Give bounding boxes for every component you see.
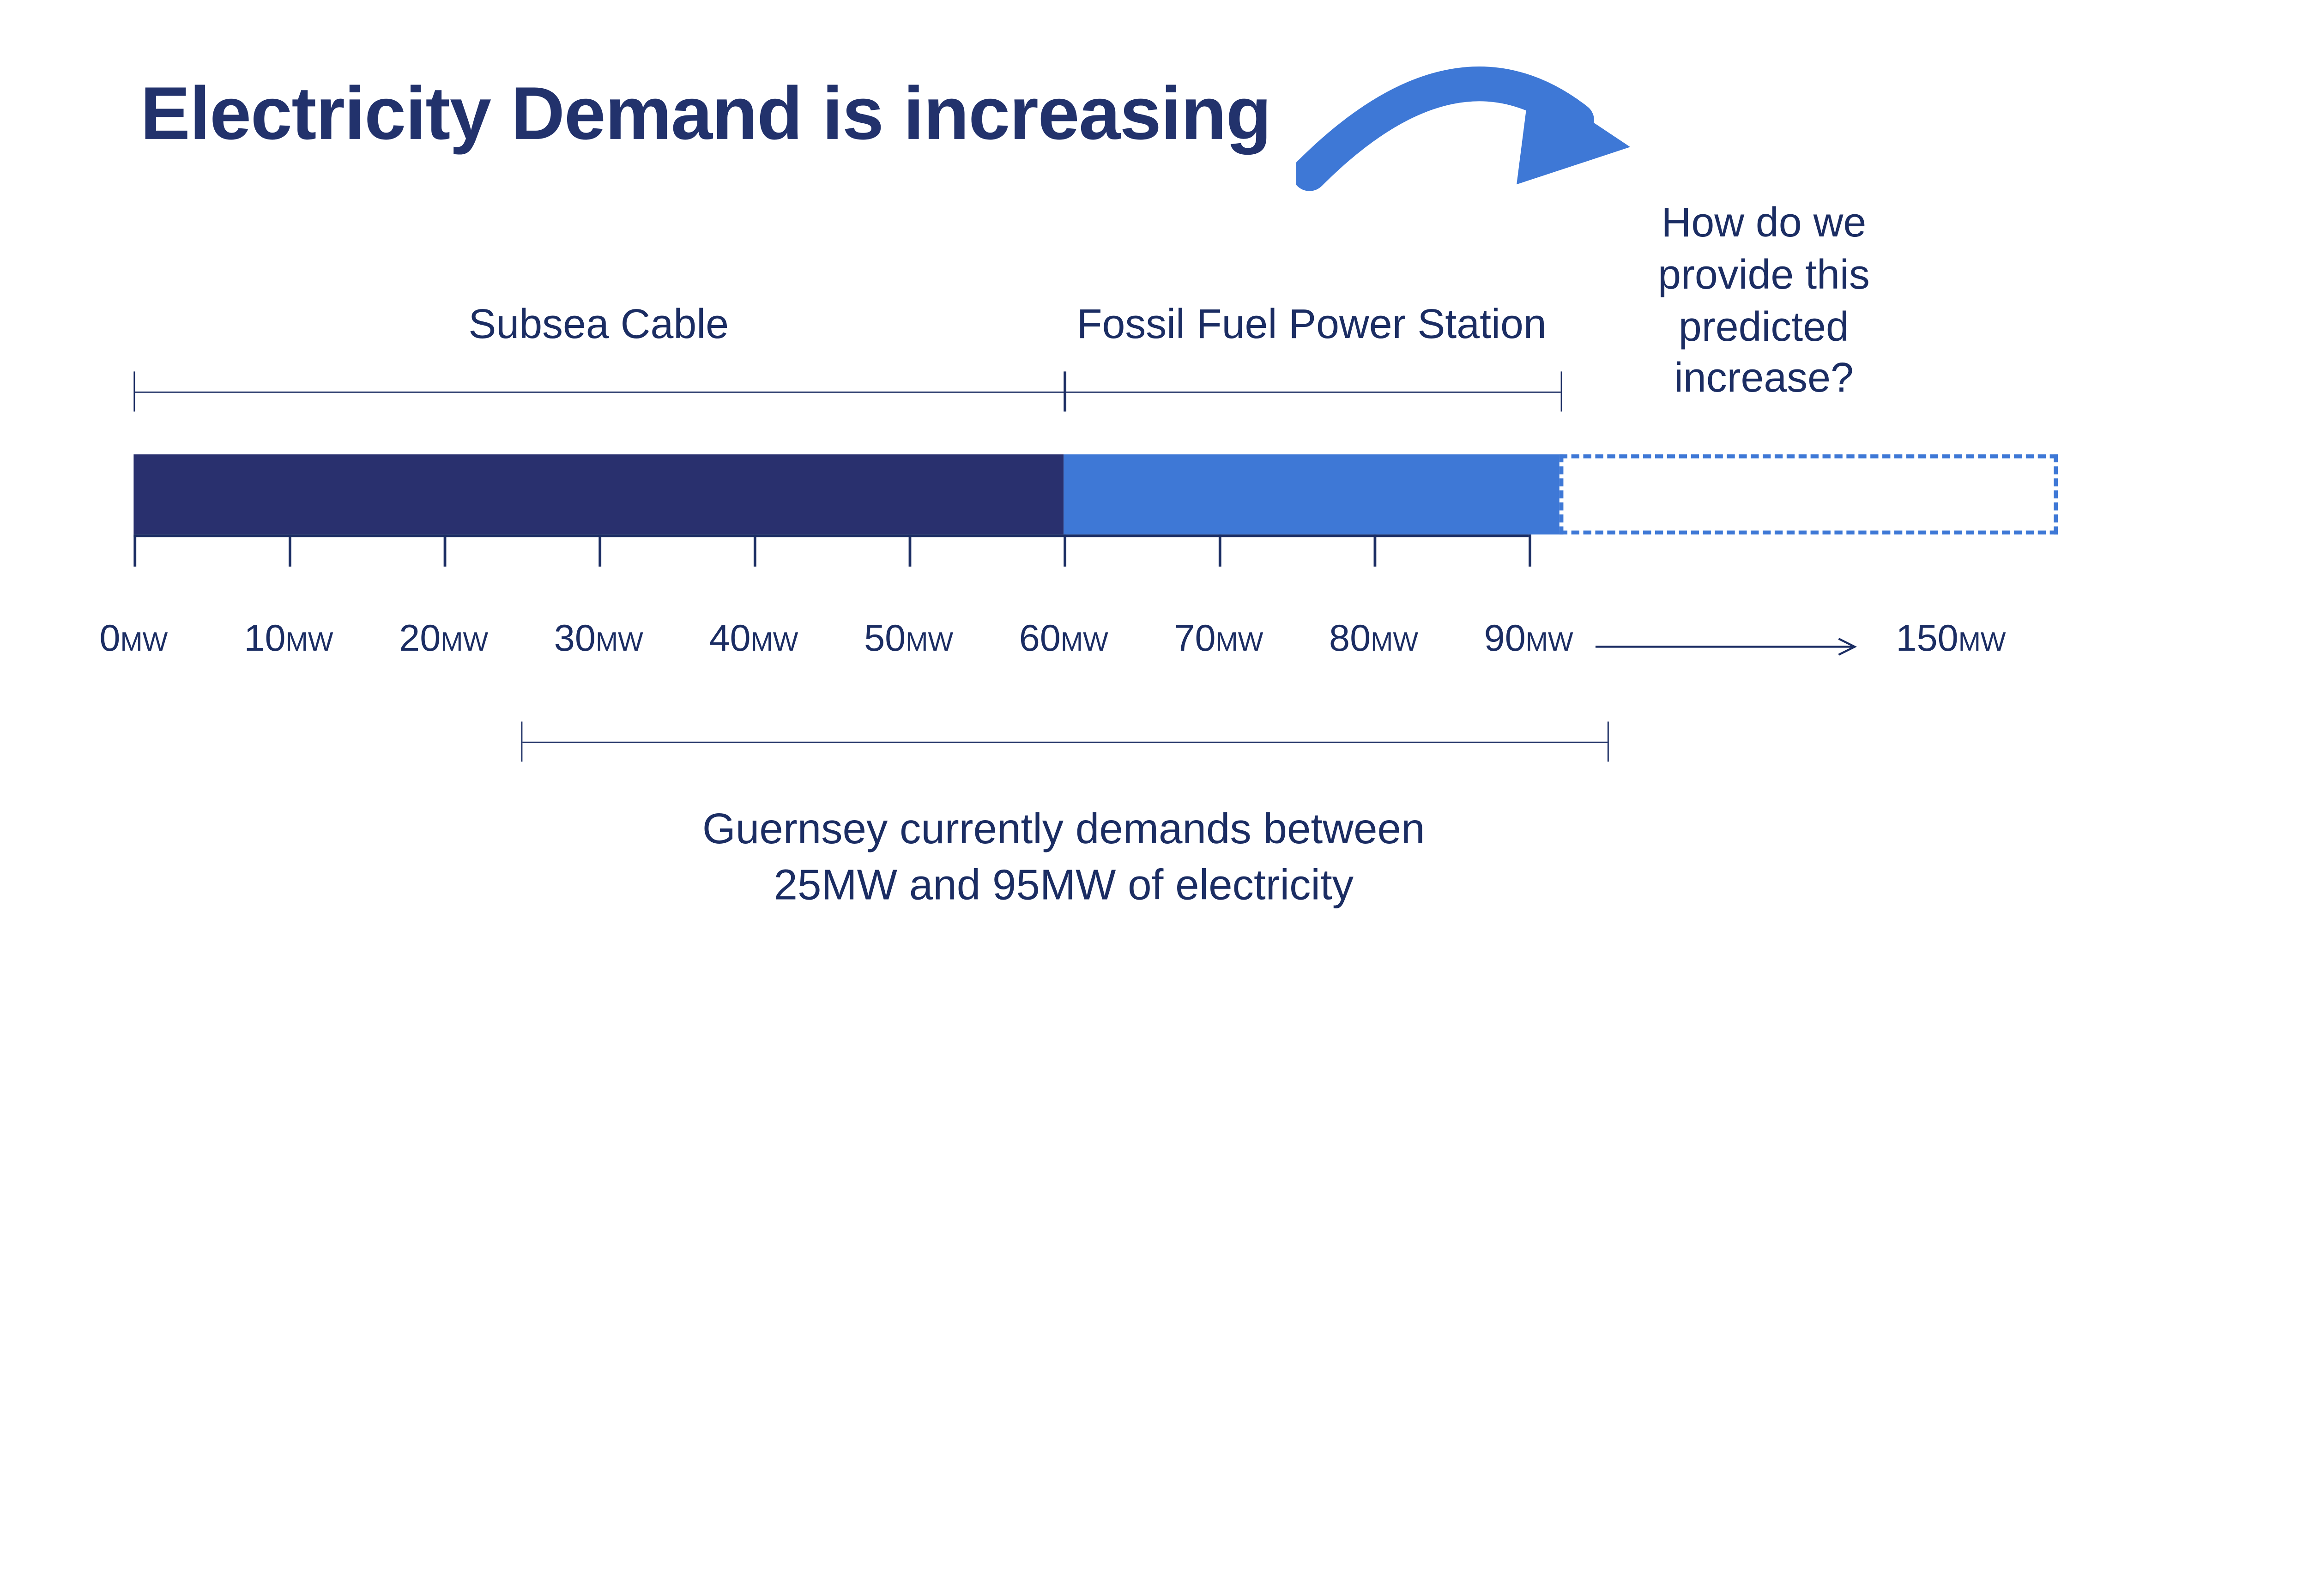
bar-segment-predicted <box>1559 454 2058 535</box>
axis-tick <box>909 534 911 566</box>
axis-tick-label: 80MW <box>1329 617 1418 660</box>
segment-brace-fossil <box>1064 371 1562 411</box>
axis-break-arrow-icon <box>1596 636 1857 639</box>
demand-text-line2: 25MW and 95MW of electricity <box>774 860 1354 908</box>
axis-tick <box>289 534 290 566</box>
bar-segment-fossil <box>1064 454 1559 535</box>
demand-text-line1: Guernsey currently demands between <box>702 804 1425 852</box>
axis-tick <box>598 534 600 566</box>
axis-tick <box>1219 534 1221 566</box>
axis-tick <box>1529 534 1530 566</box>
axis-tick <box>444 534 446 566</box>
segment-label-subsea: Subsea Cable <box>133 301 1064 349</box>
axis-tick-label: 50MW <box>864 617 953 660</box>
axis-tick-label: 60MW <box>1019 617 1108 660</box>
axis-tick <box>133 534 135 566</box>
segment-brace-subsea <box>133 371 1066 411</box>
axis-tick <box>1064 534 1065 566</box>
axis-tick-label: 40MW <box>709 617 798 660</box>
bar-segment-subsea <box>133 454 1064 535</box>
axis-tick-label: 90MW <box>1484 617 1573 660</box>
axis-tick-label: 20MW <box>399 617 488 660</box>
axis-tick <box>754 534 756 566</box>
axis-tick-label: 30MW <box>554 617 643 660</box>
axis-tick-label-final: 150MW <box>1896 617 2006 660</box>
chart-title: Electricity Demand is increasing <box>140 69 1271 156</box>
demand-range-brace <box>521 722 1608 762</box>
axis-tick-label: 10MW <box>244 617 333 660</box>
axis-tick-label: 70MW <box>1174 617 1263 660</box>
segment-label-fossil: Fossil Fuel Power Station <box>1064 301 1559 349</box>
question-text: How do we provide this predicted increas… <box>1590 198 1937 405</box>
axis-tick-label: 0MW <box>99 617 168 660</box>
axis-line <box>133 534 1529 536</box>
axis-tick <box>1374 534 1376 566</box>
demand-range-text: Guernsey currently demands between 25MW … <box>521 802 1606 913</box>
